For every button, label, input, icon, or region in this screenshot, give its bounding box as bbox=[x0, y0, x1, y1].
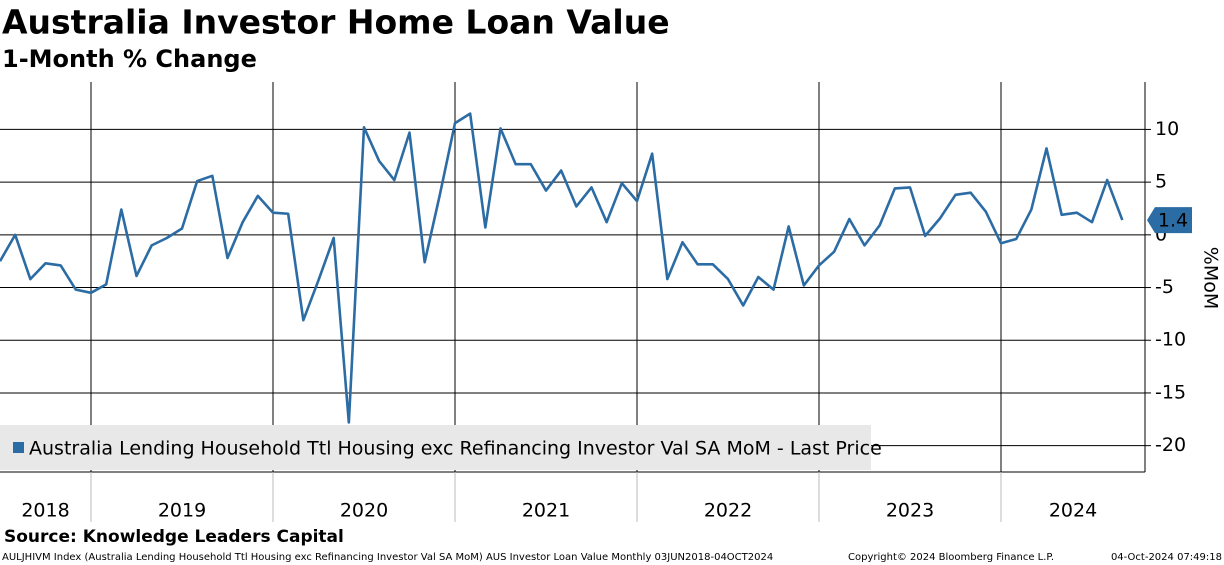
y-tick-label: -5 bbox=[1155, 276, 1174, 298]
chart-subtitle: 1-Month % Change bbox=[2, 45, 257, 73]
x-tick-label: 2023 bbox=[886, 500, 934, 522]
x-tick-label: 2022 bbox=[704, 500, 752, 522]
last-value-label: 1.4 bbox=[1158, 210, 1188, 232]
footer-center: Copyright© 2024 Bloomberg Finance L.P. bbox=[848, 552, 1054, 563]
y-tick-label: -20 bbox=[1155, 434, 1186, 456]
y-tick-label: -10 bbox=[1155, 329, 1186, 351]
legend-swatch bbox=[13, 442, 24, 453]
y-axis-label: %MoM bbox=[1200, 247, 1222, 309]
legend-entry: Australia Lending Household Ttl Housing … bbox=[29, 438, 882, 460]
x-tick-label: 2019 bbox=[158, 500, 206, 522]
x-tick-label: 2020 bbox=[340, 500, 388, 522]
footer-left: AULJHIVM Index (Australia Lending Househ… bbox=[2, 552, 773, 563]
x-tick-label: 2021 bbox=[522, 500, 570, 522]
last-value-tag bbox=[1147, 207, 1192, 234]
x-tick-label: 2018 bbox=[21, 500, 69, 522]
y-tick-label: -15 bbox=[1155, 381, 1186, 403]
y-tick-label: 10 bbox=[1155, 118, 1179, 140]
footer-right: 04-Oct-2024 07:49:18 bbox=[1111, 552, 1222, 563]
x-tick-label: 2024 bbox=[1049, 500, 1097, 522]
source: Source: Knowledge Leaders Capital bbox=[4, 527, 344, 547]
legend-box bbox=[0, 425, 871, 470]
y-tick-label: 5 bbox=[1155, 171, 1167, 193]
chart-title: Australia Investor Home Loan Value bbox=[2, 3, 670, 42]
series-line bbox=[0, 112, 1124, 424]
legend: Australia Lending Household Ttl Housing … bbox=[0, 425, 882, 470]
